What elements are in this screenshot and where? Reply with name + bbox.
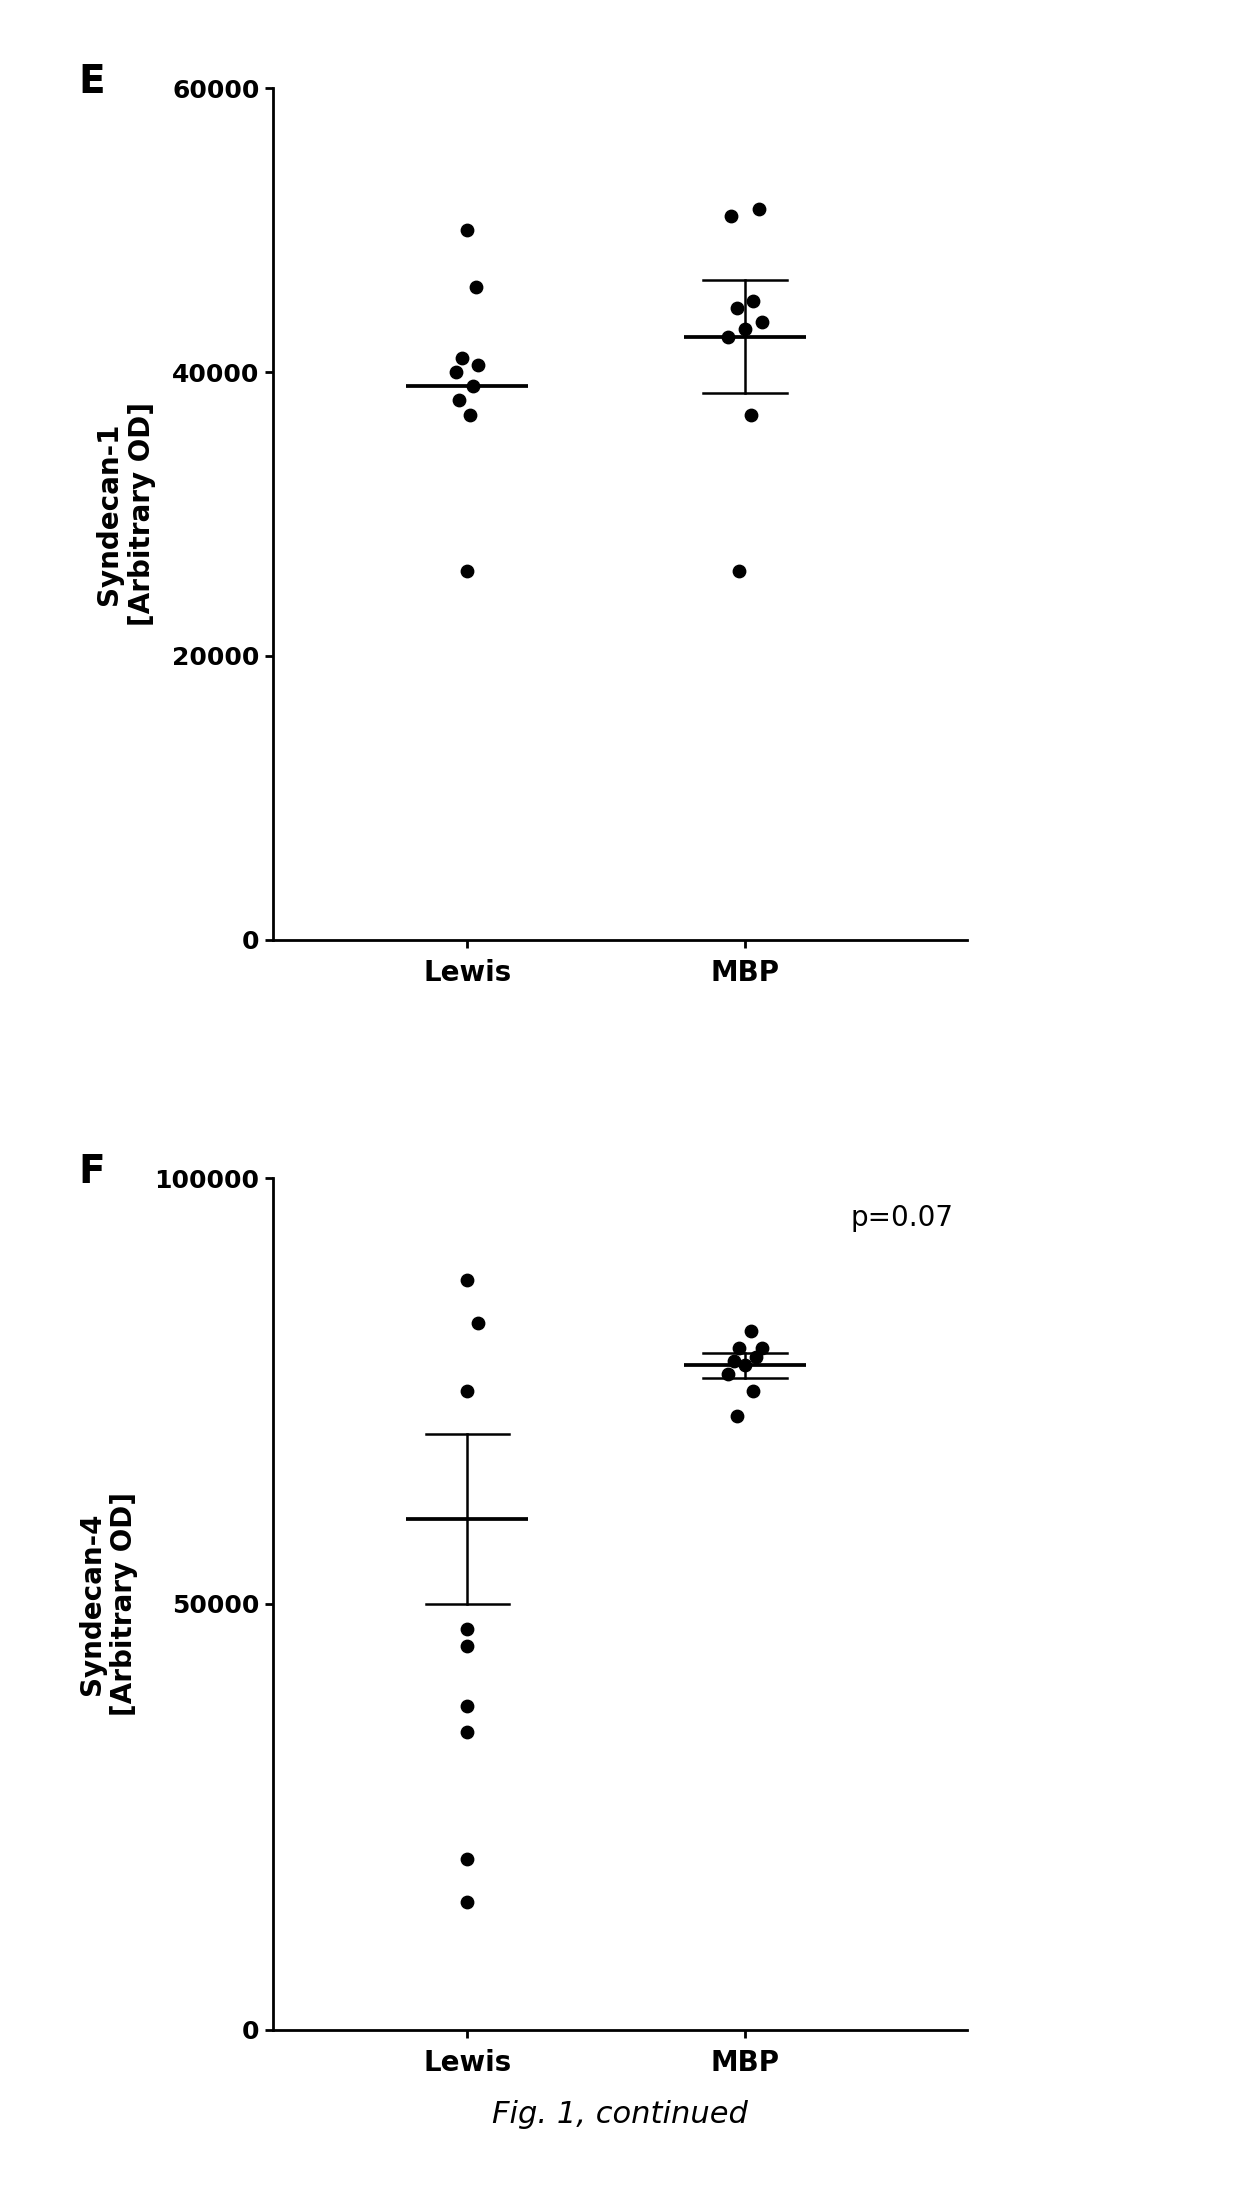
Point: [458, 1374, 477, 1410]
Point: [727, 291, 746, 326]
Point: [458, 1688, 477, 1723]
Text: p=0.07: p=0.07: [851, 1204, 954, 1231]
Point: [466, 269, 486, 304]
Point: [735, 311, 755, 346]
Point: [449, 384, 469, 419]
Point: [722, 199, 742, 234]
Point: [458, 1842, 477, 1877]
Point: [463, 368, 482, 404]
Y-axis label: Syndecan-1
[Arbitrary OD]: Syndecan-1 [Arbitrary OD]: [95, 401, 155, 627]
Point: [727, 1399, 746, 1434]
Point: [744, 1374, 764, 1410]
Y-axis label: Syndecan-4
[Arbitrary OD]: Syndecan-4 [Arbitrary OD]: [78, 1491, 138, 1716]
Point: [740, 397, 760, 432]
Point: [744, 282, 764, 318]
Point: [749, 192, 769, 227]
Point: [751, 304, 771, 340]
Text: Fig. 1, continued: Fig. 1, continued: [492, 2100, 748, 2129]
Text: F: F: [78, 1152, 105, 1191]
Text: E: E: [78, 62, 105, 101]
Point: [469, 346, 489, 382]
Point: [458, 1628, 477, 1663]
Point: [735, 1348, 755, 1383]
Point: [718, 320, 738, 355]
Point: [729, 1330, 749, 1366]
Point: [724, 1343, 744, 1379]
Point: [458, 1714, 477, 1749]
Point: [458, 1613, 477, 1648]
Point: [729, 554, 749, 589]
Point: [458, 1262, 477, 1297]
Point: [469, 1306, 489, 1341]
Point: [751, 1330, 771, 1366]
Point: [451, 340, 471, 375]
Point: [458, 1884, 477, 1919]
Point: [740, 1315, 760, 1350]
Point: [746, 1339, 766, 1374]
Point: [446, 355, 466, 390]
Point: [458, 212, 477, 247]
Point: [718, 1357, 738, 1392]
Point: [458, 554, 477, 589]
Point: [460, 397, 480, 432]
